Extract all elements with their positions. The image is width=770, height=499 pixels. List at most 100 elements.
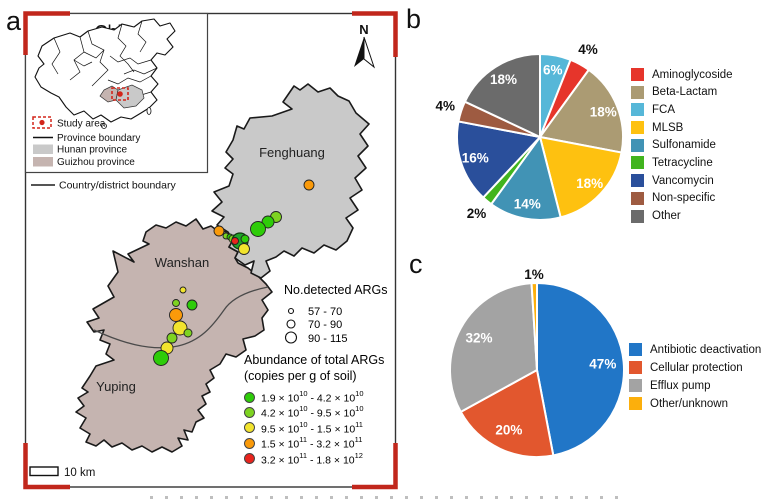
pie-value-label: 1% bbox=[524, 267, 544, 282]
abundance-legend-title: Abundance of total ARGs bbox=[244, 353, 385, 367]
inset-legend: Study area Province boundary Hunan provi… bbox=[32, 116, 140, 168]
sample-marker bbox=[240, 234, 250, 244]
sample-marker bbox=[213, 225, 225, 237]
abundance-range-4: 1.5 × 1011 - 3.2 × 1011 bbox=[261, 435, 363, 451]
legend-row: Other/unknown bbox=[629, 397, 761, 410]
north-arrow-label: N bbox=[359, 22, 368, 37]
sample-marker bbox=[231, 237, 239, 245]
legend-label: Aminoglycoside bbox=[652, 68, 733, 81]
legend-swatch bbox=[631, 209, 644, 223]
pie-value-label: 4% bbox=[578, 42, 598, 57]
legend-label: Cellular protection bbox=[650, 361, 743, 374]
legend-label: Beta-Lactam bbox=[652, 86, 718, 99]
north-arrow-left bbox=[354, 37, 364, 67]
inset-legend-province-boundary: Province boundary bbox=[57, 133, 140, 144]
study-area-marker bbox=[111, 87, 129, 101]
panel-a-label: a bbox=[6, 6, 22, 36]
sample-marker bbox=[172, 320, 188, 336]
pie-slice-cellular-protection bbox=[459, 369, 555, 458]
pie-value-label: 6% bbox=[543, 63, 563, 78]
legend-label: Tetracycline bbox=[652, 156, 713, 169]
legend-row: MLSB bbox=[631, 121, 733, 135]
legend-label: Non-specific bbox=[652, 192, 716, 205]
legend-label: FCA bbox=[652, 103, 675, 116]
legend-row: Cellular protection bbox=[629, 361, 761, 374]
cropped-caption-stub bbox=[150, 496, 620, 499]
region-label-wanshan: Wanshan bbox=[155, 255, 209, 270]
scale-bar: 10 km bbox=[29, 466, 95, 479]
study-area-dot bbox=[117, 91, 123, 97]
legend-row: Other bbox=[631, 209, 733, 223]
size-legend-item-2: 70 - 90 bbox=[308, 319, 342, 331]
legend-label: Vancomycin bbox=[652, 174, 714, 187]
abundance-dot-orange bbox=[244, 437, 255, 449]
pie-value-label: 2% bbox=[467, 206, 487, 221]
pie-slice-antibiotic-deactivation bbox=[536, 282, 625, 457]
sample-marker bbox=[153, 350, 169, 366]
pie-value-label: 18% bbox=[576, 176, 603, 191]
pie-value-label: 18% bbox=[590, 104, 617, 119]
pie-slice-other bbox=[463, 53, 541, 138]
inset-legend-guizhou: Guizhou province bbox=[57, 157, 135, 168]
legend-swatch bbox=[631, 85, 644, 99]
legend-row: FCA bbox=[631, 103, 733, 117]
legend-swatch bbox=[631, 156, 644, 170]
abundance-dot-green bbox=[244, 391, 255, 403]
pie-value-label: 18% bbox=[490, 72, 517, 87]
sample-marker bbox=[172, 299, 180, 307]
size-legend-circle-medium bbox=[286, 319, 296, 329]
legend-swatch bbox=[631, 191, 644, 205]
sample-marker bbox=[261, 215, 275, 229]
study-area-icon-dot bbox=[39, 119, 45, 126]
abundance-dot-yellow bbox=[244, 422, 255, 434]
legend-swatch bbox=[629, 361, 642, 374]
north-arrow: N bbox=[354, 22, 376, 69]
pie-value-label: 16% bbox=[462, 151, 489, 166]
legend-swatch bbox=[631, 174, 644, 188]
district-boundary-label: Country/district boundary bbox=[59, 180, 176, 192]
sample-marker bbox=[238, 243, 250, 255]
legend-row: Antibiotic deactivation bbox=[629, 343, 761, 356]
pie-value-label: 4% bbox=[436, 99, 456, 114]
sample-markers-group bbox=[153, 179, 315, 366]
panel-b-label: b bbox=[406, 4, 422, 34]
hunan-fill-icon bbox=[33, 144, 53, 154]
corner-accent-top-right bbox=[352, 11, 398, 57]
corner-accent-top-left bbox=[23, 11, 70, 55]
sample-marker bbox=[169, 308, 183, 322]
pie-slice-efflux-pump bbox=[449, 282, 538, 413]
legend-swatch bbox=[631, 103, 644, 117]
pie-chart-resistance-mechanisms: 47% 20% 32% 1% bbox=[449, 267, 625, 458]
pie-value-label: 14% bbox=[514, 196, 541, 211]
size-legend: No.detected ARGs 57 - 70 70 - 90 90 - 11… bbox=[284, 283, 388, 345]
abundance-legend-row: 1.9 × 1010 - 4.2 × 1010 bbox=[244, 388, 404, 405]
sample-marker bbox=[179, 286, 187, 294]
abundance-dot-red bbox=[244, 453, 255, 465]
pie-value-label: 32% bbox=[466, 331, 493, 346]
size-legend-circle-small bbox=[287, 307, 295, 315]
district-boundary-line bbox=[93, 286, 269, 349]
abundance-legend-row: 3.2 × 1011 - 1.8 × 1012 bbox=[244, 451, 404, 466]
pie-slice-vancomycin bbox=[456, 120, 541, 199]
legend-swatch bbox=[631, 68, 644, 81]
legend-row: Non-specific bbox=[631, 191, 733, 205]
corner-accent-bottom-right bbox=[352, 443, 398, 490]
legend-swatch bbox=[631, 121, 644, 135]
legend-swatch bbox=[629, 343, 642, 356]
sample-marker bbox=[186, 299, 198, 311]
legend-label: Other/unknown bbox=[650, 397, 728, 410]
pie-slice-sulfonamide bbox=[490, 136, 562, 221]
pie-value-label: 47% bbox=[589, 356, 616, 371]
pie-value-label: 20% bbox=[495, 422, 522, 437]
pie-slice-beta-lactam bbox=[539, 68, 624, 154]
scale-bar-box bbox=[29, 466, 59, 477]
abundance-legend-row: 9.5 × 1010 - 1.5 × 1011 bbox=[244, 420, 404, 435]
abundance-range-1: 1.9 × 1010 - 4.2 × 1010 bbox=[261, 388, 364, 405]
abundance-dot-light-green bbox=[244, 407, 255, 419]
inset-legend-hunan: Hunan province bbox=[57, 145, 127, 156]
abundance-range-3: 9.5 × 1010 - 1.5 × 1011 bbox=[261, 419, 363, 436]
sample-marker bbox=[250, 221, 266, 237]
legend-swatch bbox=[629, 379, 642, 392]
